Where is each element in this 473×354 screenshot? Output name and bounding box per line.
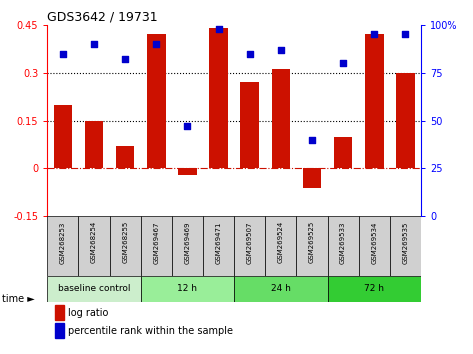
Point xyxy=(122,56,129,62)
Bar xyxy=(396,73,415,169)
Text: GSM269535: GSM269535 xyxy=(403,221,408,263)
Point xyxy=(152,41,160,47)
Bar xyxy=(55,323,64,338)
Point xyxy=(402,32,409,37)
Text: percentile rank within the sample: percentile rank within the sample xyxy=(68,326,233,336)
Bar xyxy=(234,216,265,276)
Text: GSM268255: GSM268255 xyxy=(122,221,128,263)
Bar xyxy=(47,216,79,276)
Text: GSM269471: GSM269471 xyxy=(216,221,221,264)
Bar xyxy=(110,216,141,276)
Point xyxy=(90,41,98,47)
Bar xyxy=(79,216,110,276)
Point xyxy=(246,51,254,56)
Bar xyxy=(272,69,290,169)
Text: log ratio: log ratio xyxy=(68,308,108,318)
Bar xyxy=(147,34,166,169)
Bar xyxy=(55,306,64,320)
Text: 24 h: 24 h xyxy=(271,284,291,293)
Bar xyxy=(265,216,297,276)
Bar xyxy=(116,146,134,169)
Point xyxy=(184,124,191,129)
Text: GSM268254: GSM268254 xyxy=(91,221,97,263)
Bar xyxy=(234,276,327,302)
Bar xyxy=(297,216,327,276)
Bar xyxy=(141,216,172,276)
Bar xyxy=(359,216,390,276)
Text: GSM269467: GSM269467 xyxy=(153,221,159,264)
Bar xyxy=(334,137,352,169)
Bar xyxy=(209,28,228,169)
Bar xyxy=(203,216,234,276)
Text: GSM269533: GSM269533 xyxy=(340,221,346,264)
Bar xyxy=(53,105,72,169)
Point xyxy=(308,137,316,143)
Bar xyxy=(178,169,197,175)
Point xyxy=(370,32,378,37)
Text: 12 h: 12 h xyxy=(177,284,197,293)
Bar xyxy=(240,82,259,169)
Text: baseline control: baseline control xyxy=(58,284,130,293)
Bar xyxy=(85,121,103,169)
Text: GSM268253: GSM268253 xyxy=(60,221,66,263)
Bar xyxy=(303,169,321,188)
Bar xyxy=(365,34,384,169)
Bar xyxy=(390,216,421,276)
Point xyxy=(59,51,67,56)
Point xyxy=(339,60,347,66)
Text: GDS3642 / 19731: GDS3642 / 19731 xyxy=(47,11,158,24)
Bar xyxy=(141,276,234,302)
Bar xyxy=(47,276,141,302)
Point xyxy=(277,47,285,52)
Bar xyxy=(327,216,359,276)
Bar xyxy=(172,216,203,276)
Text: time ►: time ► xyxy=(2,294,35,304)
Point xyxy=(215,26,222,32)
Text: GSM269524: GSM269524 xyxy=(278,221,284,263)
Text: GSM269534: GSM269534 xyxy=(371,221,377,263)
Bar xyxy=(327,276,421,302)
Text: GSM269507: GSM269507 xyxy=(247,221,253,264)
Text: GSM269469: GSM269469 xyxy=(184,221,191,264)
Text: GSM269525: GSM269525 xyxy=(309,221,315,263)
Text: 72 h: 72 h xyxy=(364,284,384,293)
